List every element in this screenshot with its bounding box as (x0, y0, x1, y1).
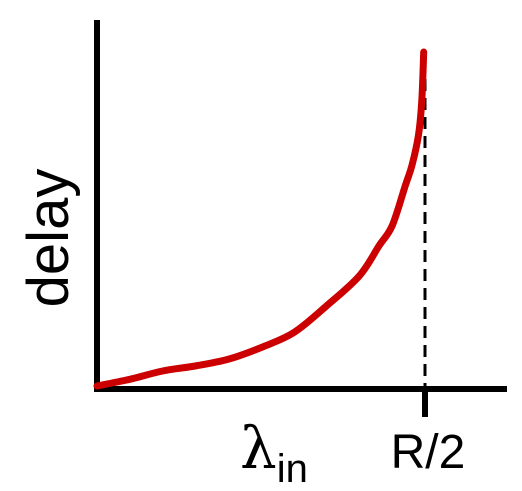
x-tick-label: R/2 (391, 426, 466, 479)
y-axis-label: delay (16, 169, 81, 308)
delay-curve (93, 48, 428, 390)
x-axis-label: λin (240, 414, 308, 491)
x-axis-label-symbol: λ (240, 414, 277, 482)
x-axis-label-subscript: in (277, 447, 308, 491)
